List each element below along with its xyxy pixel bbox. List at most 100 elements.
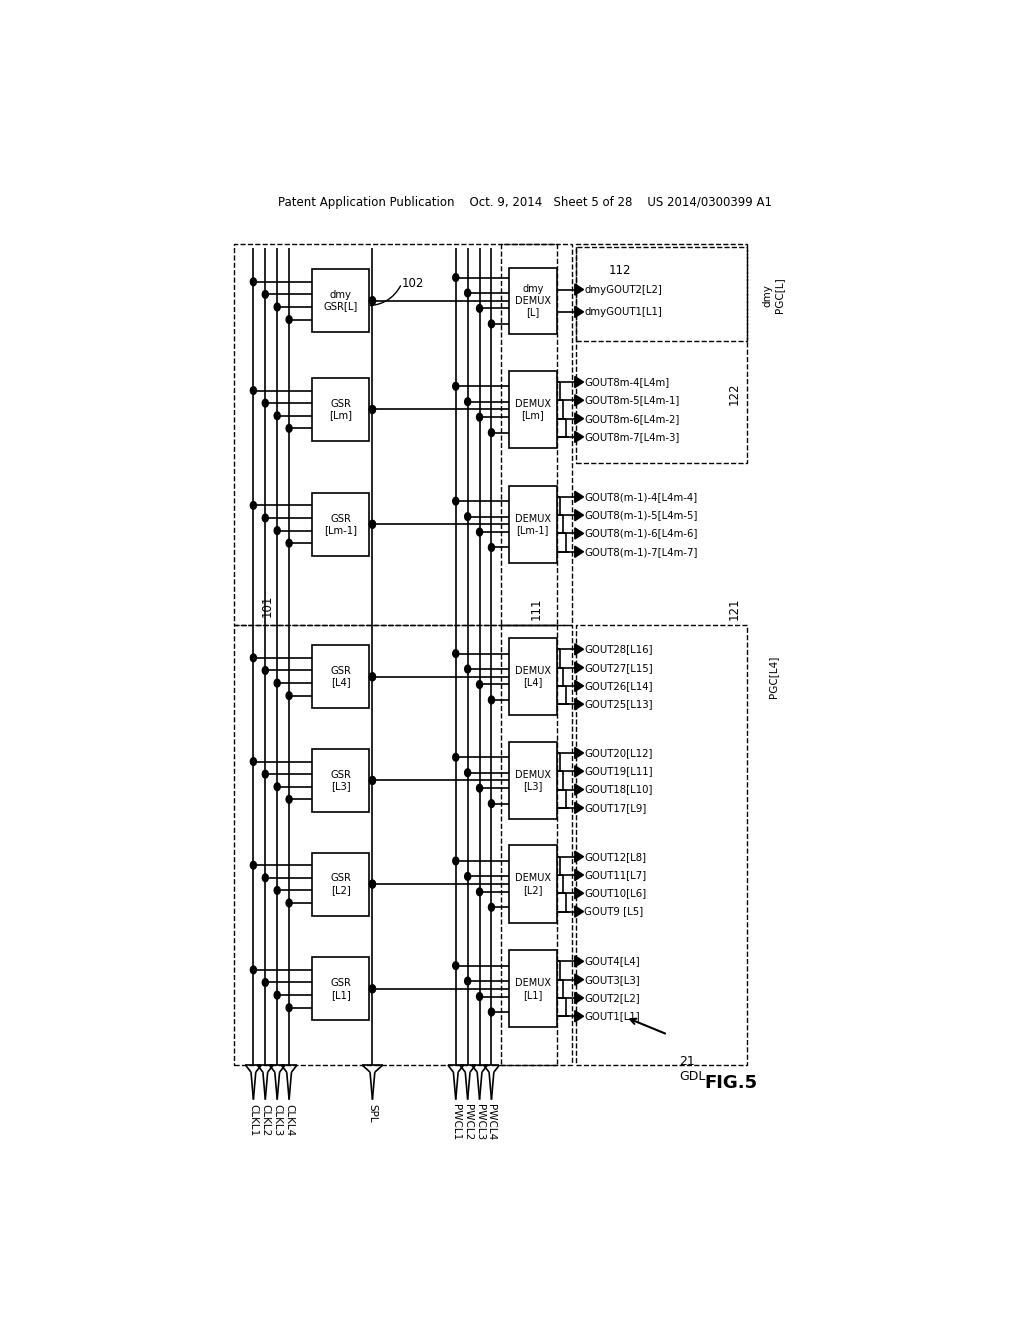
Circle shape bbox=[370, 673, 376, 681]
Circle shape bbox=[488, 544, 495, 552]
Text: GSR
[L1]: GSR [L1] bbox=[331, 978, 351, 999]
Circle shape bbox=[370, 297, 376, 305]
Circle shape bbox=[465, 873, 471, 880]
Polygon shape bbox=[574, 376, 584, 388]
Circle shape bbox=[370, 520, 376, 528]
Circle shape bbox=[465, 977, 471, 985]
Text: GOUT11[L7]: GOUT11[L7] bbox=[585, 870, 646, 880]
Circle shape bbox=[274, 680, 281, 686]
Text: DEMUX
[L3]: DEMUX [L3] bbox=[515, 770, 551, 791]
Polygon shape bbox=[574, 284, 584, 296]
Polygon shape bbox=[574, 993, 584, 1003]
Polygon shape bbox=[574, 644, 584, 655]
Text: GOUT12[L8]: GOUT12[L8] bbox=[585, 851, 646, 862]
Circle shape bbox=[453, 754, 459, 762]
Polygon shape bbox=[574, 1011, 584, 1022]
Bar bbox=[501, 624, 572, 1065]
Text: PGC[L4]: PGC[L4] bbox=[768, 656, 778, 698]
Bar bbox=[509, 371, 557, 447]
Text: dmyGOUT1[L1]: dmyGOUT1[L1] bbox=[585, 306, 663, 317]
Bar bbox=[233, 624, 557, 1065]
Text: GOUT4[L4]: GOUT4[L4] bbox=[585, 957, 640, 966]
Text: 122: 122 bbox=[728, 383, 741, 405]
Polygon shape bbox=[574, 766, 584, 777]
Circle shape bbox=[476, 528, 482, 536]
Circle shape bbox=[465, 665, 471, 673]
Bar bbox=[312, 748, 370, 812]
Circle shape bbox=[488, 319, 495, 327]
Bar bbox=[509, 486, 557, 562]
Circle shape bbox=[286, 796, 292, 803]
Circle shape bbox=[488, 696, 495, 704]
Circle shape bbox=[476, 888, 482, 896]
Circle shape bbox=[453, 273, 459, 281]
Polygon shape bbox=[574, 510, 584, 521]
Circle shape bbox=[274, 887, 281, 894]
Polygon shape bbox=[574, 491, 584, 503]
Circle shape bbox=[286, 899, 292, 907]
Circle shape bbox=[262, 290, 268, 298]
Circle shape bbox=[453, 498, 459, 506]
Text: GOUT8(m-1)-6[L4m-6]: GOUT8(m-1)-6[L4m-6] bbox=[585, 528, 697, 539]
Bar bbox=[509, 742, 557, 818]
Circle shape bbox=[251, 758, 256, 766]
Circle shape bbox=[262, 874, 268, 882]
Circle shape bbox=[488, 1008, 495, 1016]
Text: GSR
[L4]: GSR [L4] bbox=[331, 667, 351, 688]
Circle shape bbox=[370, 880, 376, 888]
Polygon shape bbox=[574, 851, 584, 862]
Polygon shape bbox=[574, 974, 584, 985]
Circle shape bbox=[476, 305, 482, 313]
Polygon shape bbox=[574, 432, 584, 442]
Text: GOUT8m-4[L4m]: GOUT8m-4[L4m] bbox=[585, 378, 670, 387]
Circle shape bbox=[274, 304, 281, 312]
Polygon shape bbox=[574, 803, 584, 813]
Circle shape bbox=[453, 649, 459, 657]
Polygon shape bbox=[574, 528, 584, 539]
Polygon shape bbox=[574, 956, 584, 968]
Circle shape bbox=[370, 776, 376, 784]
Text: 101: 101 bbox=[260, 594, 273, 616]
Circle shape bbox=[370, 880, 376, 888]
Circle shape bbox=[476, 993, 482, 1001]
Bar bbox=[509, 268, 557, 334]
Circle shape bbox=[465, 397, 471, 405]
Circle shape bbox=[453, 962, 459, 969]
Text: GOUT28[L16]: GOUT28[L16] bbox=[585, 644, 653, 655]
Circle shape bbox=[274, 991, 281, 999]
Text: GOUT18[L10]: GOUT18[L10] bbox=[585, 784, 653, 795]
Text: Patent Application Publication    Oct. 9, 2014   Sheet 5 of 28    US 2014/030039: Patent Application Publication Oct. 9, 2… bbox=[278, 195, 772, 209]
Polygon shape bbox=[574, 306, 584, 318]
Text: GSR
[L2]: GSR [L2] bbox=[331, 874, 351, 895]
Circle shape bbox=[476, 413, 482, 421]
Text: dmy
DEMUX
[L]: dmy DEMUX [L] bbox=[515, 284, 551, 317]
Circle shape bbox=[286, 1003, 292, 1011]
Polygon shape bbox=[574, 870, 584, 880]
Polygon shape bbox=[574, 887, 584, 899]
Circle shape bbox=[465, 512, 471, 520]
Text: PWCL3: PWCL3 bbox=[474, 1104, 484, 1140]
Circle shape bbox=[488, 800, 495, 808]
Text: GOUT10[L6]: GOUT10[L6] bbox=[585, 888, 646, 898]
Bar bbox=[509, 846, 557, 923]
Circle shape bbox=[274, 783, 281, 791]
Text: PWCL2: PWCL2 bbox=[463, 1104, 473, 1140]
Circle shape bbox=[370, 297, 376, 305]
Text: GSR
[L3]: GSR [L3] bbox=[331, 770, 351, 791]
Text: GOUT17[L9]: GOUT17[L9] bbox=[585, 803, 647, 813]
Text: GOUT8(m-1)-7[L4m-7]: GOUT8(m-1)-7[L4m-7] bbox=[585, 546, 697, 557]
Text: GOUT8m-6[L4m-2]: GOUT8m-6[L4m-2] bbox=[585, 413, 680, 424]
Circle shape bbox=[465, 289, 471, 297]
Circle shape bbox=[262, 771, 268, 777]
Text: GOUT1[L1]: GOUT1[L1] bbox=[585, 1011, 640, 1022]
Text: CLKL2: CLKL2 bbox=[260, 1104, 270, 1137]
Text: SPL: SPL bbox=[368, 1104, 378, 1122]
Text: GSR
[Lm]: GSR [Lm] bbox=[329, 399, 352, 420]
Bar bbox=[501, 244, 572, 624]
Bar bbox=[312, 269, 370, 333]
Circle shape bbox=[476, 784, 482, 792]
Circle shape bbox=[370, 405, 376, 413]
Text: PWCL4: PWCL4 bbox=[486, 1104, 497, 1140]
Text: GOUT8m-7[L4m-3]: GOUT8m-7[L4m-3] bbox=[585, 432, 680, 442]
Text: GOUT8(m-1)-5[L4m-5]: GOUT8(m-1)-5[L4m-5] bbox=[585, 510, 697, 520]
